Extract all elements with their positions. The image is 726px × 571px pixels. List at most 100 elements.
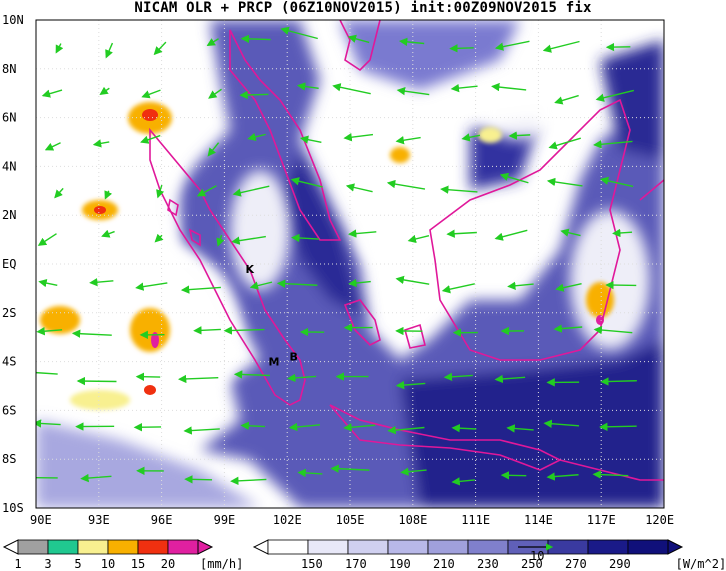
- wind-arrow: [554, 94, 579, 105]
- wind-arrow: [54, 187, 64, 199]
- lon-label-99e: 99E: [214, 513, 236, 527]
- wind-arrow: [38, 278, 58, 288]
- wind-arrow: [280, 26, 318, 40]
- wind-arrow: [223, 326, 265, 335]
- wind-arrow: [156, 184, 165, 199]
- wind-arrow: [543, 419, 580, 428]
- wind-arrow: [396, 86, 430, 96]
- olr-colorbar-swatch: [467, 539, 509, 555]
- wind-arrow: [546, 177, 583, 187]
- precip-colorbar-swatch: [77, 539, 109, 555]
- wind-arrow: [104, 190, 113, 200]
- figure-title: NICAM OLR + PRCP (06Z10NOV2015) init:00Z…: [134, 0, 592, 16]
- precip-colorbar-swatch: [137, 539, 169, 555]
- wind-arrow: [593, 325, 633, 335]
- lon-label-96e: 96E: [151, 513, 173, 527]
- wind-arrow: [239, 90, 269, 100]
- wind-arrow: [36, 371, 58, 375]
- precip-colorbar-swatch: [167, 539, 199, 555]
- lon-label-90e: 90E: [30, 513, 52, 527]
- wind-arrow: [612, 228, 633, 238]
- lon-label-117e: 117E: [587, 513, 616, 527]
- wind-arrow: [595, 89, 635, 102]
- wind-arrow: [216, 234, 225, 247]
- lon-label-120e: 120E: [645, 513, 674, 527]
- wind-arrow: [348, 229, 377, 238]
- wind-arrow: [55, 43, 64, 54]
- olr-colorbar: 150 170 190 210 230 250 270 290 [W/m^2] 10: [252, 539, 726, 571]
- wind-arrow: [443, 372, 473, 382]
- wind-arrow: [343, 133, 374, 142]
- precip-colorbar-label: 3: [44, 557, 51, 571]
- lat-label-10s: 10S: [2, 501, 24, 515]
- wind-arrow: [507, 281, 534, 290]
- wind-arrow: [387, 425, 425, 435]
- wind-arrow: [196, 185, 217, 197]
- olr-colorbar-upper-triangle: [667, 539, 684, 555]
- wind-arrow: [135, 372, 161, 381]
- wind-arrow: [276, 279, 318, 288]
- wind-arrow: [41, 89, 63, 98]
- wind-arrow: [553, 324, 583, 333]
- wind-arrow: [542, 40, 580, 53]
- wind-arrow: [233, 370, 270, 379]
- wind-arrow: [599, 176, 634, 188]
- wind-arrow: [299, 135, 322, 144]
- olr-colorbar-swatch: [347, 539, 389, 555]
- wind-arrow: [80, 473, 112, 483]
- wind-arrow: [593, 140, 633, 149]
- wind-arrow: [296, 82, 319, 91]
- wind-arrow: [193, 326, 221, 335]
- wind-arrow: [499, 172, 529, 184]
- bangka-coast: [343, 299, 381, 346]
- wind-vectors: [36, 26, 637, 486]
- wind-arrow: [240, 34, 271, 44]
- lat-label-8s: 8S: [2, 452, 16, 466]
- wind-arrow: [240, 421, 266, 430]
- wind-arrow: [343, 423, 376, 432]
- olr-colorbar-label: 290: [609, 557, 631, 571]
- precip-colorbar-label: 1: [14, 557, 21, 571]
- olr-colorbar-label: 170: [345, 557, 367, 571]
- wind-arrow: [71, 329, 112, 338]
- lat-label-2n: 2N: [2, 208, 16, 222]
- precip-colorbar-label: 5: [74, 557, 81, 571]
- wind-arrow: [491, 82, 527, 92]
- olr-colorbar-label: 150: [301, 557, 323, 571]
- wind-arrow: [407, 234, 430, 244]
- lat-label-4n: 4N: [2, 159, 16, 173]
- precip-colorbar-upper-triangle: [197, 539, 214, 555]
- wind-arrow: [451, 423, 477, 433]
- lon-label-102e: 102E: [273, 513, 302, 527]
- wind-arrow: [348, 278, 371, 288]
- map-frame: [35, 19, 665, 509]
- wind-arrow: [36, 419, 61, 428]
- wind-arrow: [451, 477, 476, 486]
- nias-coast: [167, 198, 179, 217]
- place-marker-k: K: [246, 263, 255, 276]
- wind-arrow: [44, 142, 61, 151]
- olr-colorbar-swatch: [547, 539, 589, 555]
- precip-colorbar-unit: [mm/h]: [200, 557, 243, 571]
- olr-colorbar-label: 230: [477, 557, 499, 571]
- olr-colorbar-swatch: [387, 539, 429, 555]
- lat-label-8n: 8N: [2, 62, 16, 76]
- lon-label-93e: 93E: [88, 513, 110, 527]
- wind-arrow: [450, 83, 478, 93]
- precip-colorbar-lower-triangle: [2, 539, 19, 555]
- sumatra-coast: [149, 127, 306, 406]
- wind-arrow: [555, 282, 582, 292]
- olr-colorbar-swatch: [307, 539, 349, 555]
- lon-label-105e: 105E: [336, 513, 365, 527]
- lat-label-eq: EQ: [2, 257, 16, 271]
- malay-peninsula-coast: [229, 29, 342, 241]
- wind-arrow: [441, 283, 475, 294]
- wind-arrow: [247, 132, 266, 142]
- lon-label-108e: 108E: [398, 513, 427, 527]
- wind-arrow: [400, 467, 427, 476]
- olr-colorbar-swatch: [427, 539, 469, 555]
- wind-arrow: [332, 83, 371, 95]
- wind-arrow: [297, 468, 323, 478]
- olr-colorbar-swatch: [627, 539, 669, 555]
